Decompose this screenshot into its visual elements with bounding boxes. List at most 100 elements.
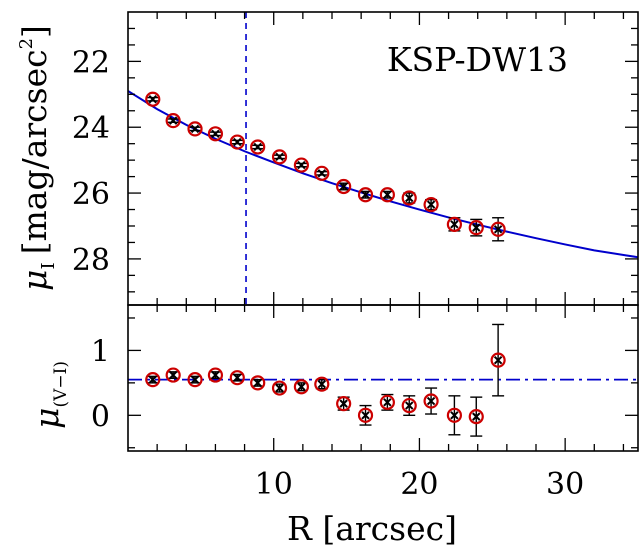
- top-point-11: [379, 187, 395, 203]
- top-marker-cross-b-5: [253, 142, 262, 152]
- bottom-point-10: [357, 404, 374, 426]
- top-point-6: [271, 149, 288, 165]
- bottom-marker-cross-b-3: [211, 370, 220, 380]
- bottom-marker-circle-8: [314, 376, 330, 392]
- top-marker-circle-13: [423, 196, 439, 213]
- top-ytick-label: 28: [72, 243, 110, 278]
- top-point-3: [207, 126, 224, 142]
- bottom-panel-frame: [127, 304, 639, 452]
- bottom-marker-cross-b-7: [297, 382, 306, 391]
- top-marker-circle-4: [229, 134, 245, 150]
- sersic-fit-curve: [128, 90, 638, 259]
- top-point-5: [250, 139, 266, 155]
- bottom-marker-circle-0: [145, 372, 161, 388]
- bottom-marker-cross-b-1: [168, 370, 178, 380]
- bottom-marker-cross-b-0: [148, 375, 157, 384]
- bottom-marker-circle-9: [336, 396, 352, 412]
- top-point-15: [468, 218, 484, 237]
- top-ytick-label: 24: [72, 111, 110, 146]
- bottom-marker-circle-3: [207, 367, 224, 383]
- bottom-marker-cross-b-15: [472, 412, 481, 421]
- bottom-marker-circle-2: [187, 372, 203, 388]
- top-point-9: [336, 178, 352, 195]
- top-marker-cross-b-8: [317, 169, 327, 178]
- top-ylabel-end: ]: [15, 25, 54, 38]
- bottom-y-axis-label: μ(V−I): [27, 361, 71, 429]
- top-point-4: [229, 134, 245, 150]
- bottom-ytick-label: 1: [91, 334, 110, 369]
- bottom-point-12: [401, 395, 417, 417]
- bottom-point-6: [271, 380, 288, 396]
- bottom-point-7: [293, 379, 309, 395]
- top-marker-circle-3: [207, 126, 224, 142]
- bottom-marker-circle-7: [293, 379, 309, 395]
- top-point-13: [423, 196, 439, 213]
- top-marker-cross-b-9: [339, 182, 348, 191]
- top-marker-cross-b-16: [493, 225, 503, 234]
- top-point-1: [165, 113, 181, 129]
- bottom-marker-circle-14: [446, 407, 462, 423]
- bottom-point-5: [250, 375, 266, 391]
- bottom-point-8: [314, 376, 330, 392]
- bottom-marker-circle-12: [401, 397, 417, 414]
- bottom-marker-cross-b-13: [426, 396, 436, 406]
- top-point-12: [401, 190, 417, 206]
- bottom-point-14: [446, 395, 462, 436]
- bottom-marker-circle-16: [490, 352, 506, 368]
- bottom-marker-cross-b-6: [275, 383, 284, 393]
- bottom-marker-circle-11: [379, 394, 395, 410]
- svg-text:μI[mag/arcsec2]: μI [mag/arcsec2]: [15, 25, 59, 291]
- top-marker-cross-b-2: [190, 124, 200, 134]
- top-ytick-label: 26: [72, 177, 110, 212]
- top-marker-cross-b-4: [233, 137, 242, 147]
- bottom-marker-circle-10: [357, 407, 374, 423]
- bottom-marker-circle-13: [423, 393, 439, 409]
- top-marker-circle-0: [145, 91, 161, 107]
- bottom-marker-circle-1: [165, 367, 181, 383]
- bottom-marker-cross-b-9: [339, 399, 348, 408]
- x-axis-label: R [arcsec]: [287, 509, 457, 548]
- top-ytick-label: 22: [72, 45, 110, 80]
- bottom-ytick-label: 0: [91, 399, 110, 434]
- bottom-marker-circle-5: [250, 375, 266, 391]
- bottom-point-15: [468, 396, 484, 437]
- top-point-7: [293, 157, 309, 173]
- top-point-2: [187, 121, 203, 137]
- bottom-marker-cross-b-8: [317, 379, 327, 389]
- bottom-ticks: 0 1 10 20 30: [91, 305, 638, 502]
- bottom-marker-cross-b-14: [450, 411, 459, 420]
- chart-title: KSP-DW13: [387, 40, 568, 79]
- top-ylabel-symbol: μ: [15, 269, 54, 290]
- top-marker-circle-9: [336, 178, 352, 195]
- bottom-marker-cross-b-2: [190, 375, 200, 384]
- top-plot-area: [128, 12, 638, 305]
- bottom-marker-cross-b-12: [405, 401, 414, 410]
- top-marker-circle-12: [401, 190, 417, 206]
- top-marker-circle-10: [357, 187, 374, 203]
- bottom-marker-cross-b-10: [361, 411, 370, 420]
- top-marker-circle-16: [490, 221, 506, 237]
- top-marker-cross-b-1: [168, 116, 178, 125]
- top-marker-cross-b-11: [383, 190, 392, 199]
- bottom-point-16: [490, 323, 506, 397]
- bottom-marker-circle-6: [271, 380, 288, 396]
- bottom-marker-cross-b-4: [233, 373, 242, 382]
- top-point-8: [314, 165, 330, 181]
- top-ylabel-rest: [mag/arcsec: [15, 49, 54, 254]
- bottom-point-0: [145, 372, 161, 388]
- bottom-ylabel-symbol: μ: [27, 408, 66, 429]
- top-marker-circle-11: [379, 187, 395, 203]
- top-marker-circle-5: [250, 139, 266, 155]
- bottom-point-11: [379, 393, 395, 411]
- bottom-marker-circle-4: [229, 370, 245, 386]
- bottom-ylabel-sub: (V−I): [51, 361, 71, 408]
- top-marker-circle-2: [187, 121, 203, 137]
- top-marker-circle-7: [293, 157, 309, 173]
- top-marker-circle-8: [314, 165, 330, 181]
- bottom-point-1: [165, 367, 181, 383]
- bottom-point-2: [187, 372, 203, 388]
- bottom-marker-cross-b-11: [383, 398, 392, 407]
- bottom-xtick-label: 30: [546, 467, 584, 502]
- bottom-marker-cross-b-16: [493, 355, 503, 365]
